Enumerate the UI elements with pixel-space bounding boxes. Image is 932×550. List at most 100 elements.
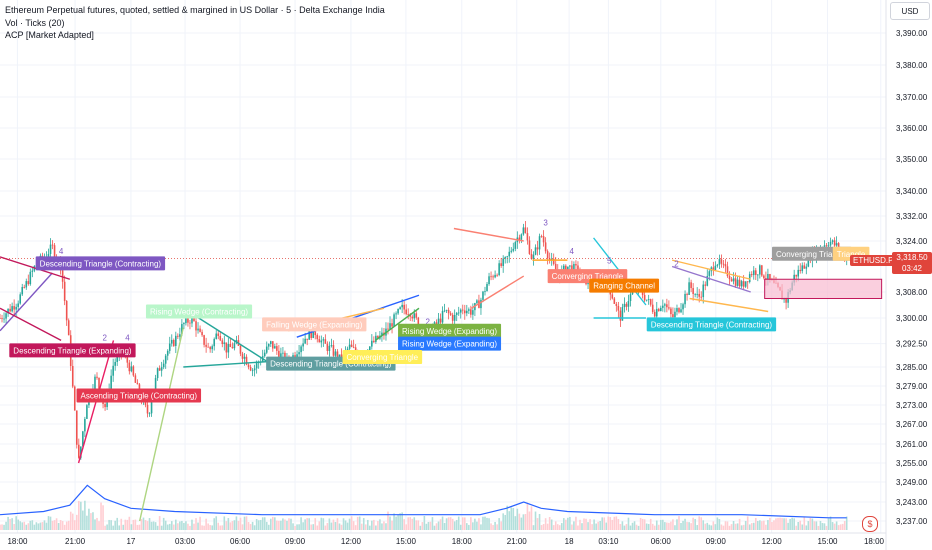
candle-body [67, 320, 70, 336]
price-axis: 3,390.00 3,380.00 3,370.00 3,360.00 3,350.00… [896, 29, 928, 526]
candle-body [150, 402, 153, 414]
volume-bar [328, 518, 331, 530]
volume-bar [746, 516, 749, 530]
candle-body [253, 368, 256, 371]
volume-bar [793, 518, 795, 530]
candle-body [391, 323, 393, 327]
volume-bar [734, 523, 737, 530]
volume-bar [233, 520, 236, 530]
volume-bar [480, 524, 482, 530]
candle-body [825, 245, 828, 247]
time-tick-label: 18 [565, 537, 574, 546]
volume-bar [310, 524, 313, 530]
candle-body [676, 308, 678, 312]
currency-button[interactable]: USD [890, 2, 930, 20]
candle-body [716, 264, 719, 266]
volume-bar [144, 520, 147, 530]
volume-bar [803, 516, 806, 530]
volume-bar [631, 522, 634, 530]
volume-bar [219, 525, 222, 530]
volume-bar [243, 516, 246, 530]
supply-zone [764, 278, 883, 299]
candle-body [177, 335, 179, 337]
volume-bar [514, 516, 517, 530]
volume-bar [13, 523, 15, 530]
candle-body [148, 413, 151, 415]
candle-body [833, 240, 836, 246]
time-tick-label: 06:00 [230, 537, 251, 546]
volume-bar [387, 511, 389, 530]
volume-bar [5, 521, 7, 530]
volume-bar [35, 522, 38, 530]
volume-bar [807, 521, 810, 530]
candle-body [128, 362, 131, 372]
volume-bar [170, 521, 173, 530]
volume-bar [783, 518, 785, 530]
volume-bar [575, 516, 577, 530]
volume-bar [500, 521, 502, 530]
candle-body [552, 258, 555, 264]
pattern-label-box [145, 304, 253, 319]
dollar-icon[interactable]: $ [862, 516, 878, 532]
candle-body [708, 271, 711, 276]
volume-bar [207, 523, 209, 530]
candle-body [397, 309, 399, 314]
volume-bar [189, 525, 191, 530]
volume-bar [282, 518, 284, 530]
volume-bar [98, 521, 100, 530]
volume-bar [164, 520, 167, 530]
volume-bar [785, 518, 787, 530]
price-tick-label: 3,350.00 [896, 155, 928, 164]
volume-bar [813, 521, 816, 530]
volume-bar [599, 520, 601, 530]
candle-body [219, 335, 222, 341]
volume-bar [722, 525, 725, 530]
volume-bar [688, 522, 690, 530]
volume-bar [536, 518, 539, 530]
volume-bar [779, 517, 781, 530]
volume-bar [801, 524, 804, 530]
volume-bar [520, 517, 523, 530]
symbol-title[interactable]: Ethereum Perpetual futures, quoted, sett… [5, 5, 385, 15]
candle-body [540, 236, 543, 238]
candle-body [455, 312, 458, 315]
volume-bar [841, 523, 844, 530]
candle-body [660, 307, 662, 311]
candle-body [221, 340, 224, 345]
candle-body [718, 259, 721, 265]
volume-bar [265, 521, 268, 530]
candle-body [401, 304, 403, 308]
time-tick-label: 21:00 [65, 537, 86, 546]
candle-body [573, 263, 575, 273]
volume-bar [304, 519, 306, 530]
candle-body [680, 309, 682, 313]
acp-indicator-label[interactable]: ACP [Market Adapted] [5, 30, 94, 40]
price-tick-label: 3,273.00 [896, 401, 928, 410]
volume-bar [86, 515, 88, 530]
volume-bar [791, 517, 793, 530]
candle-body [645, 299, 648, 301]
volume-bar [267, 524, 270, 530]
volume-bar [251, 521, 254, 530]
candle-body [761, 265, 763, 276]
volume-bar [441, 516, 444, 530]
candle-body [807, 255, 810, 267]
volume-bar [263, 517, 266, 530]
time-tick-label: 12:00 [762, 537, 783, 546]
candle-body [346, 348, 349, 351]
volume-bar [29, 520, 32, 530]
candle-body [627, 301, 630, 307]
volume-bar [548, 517, 551, 530]
candle-body [7, 308, 9, 314]
volume-indicator-label[interactable]: Vol · Ticks (20) [5, 17, 65, 28]
candle-body [318, 339, 321, 343]
volume-bar [290, 518, 292, 530]
candle-body [191, 315, 193, 324]
volume-bar [47, 516, 50, 530]
candle-body [417, 317, 420, 328]
candle-body [698, 293, 701, 297]
volume-bar [209, 525, 211, 530]
candle-body [249, 367, 252, 371]
volume-bar [569, 516, 571, 530]
